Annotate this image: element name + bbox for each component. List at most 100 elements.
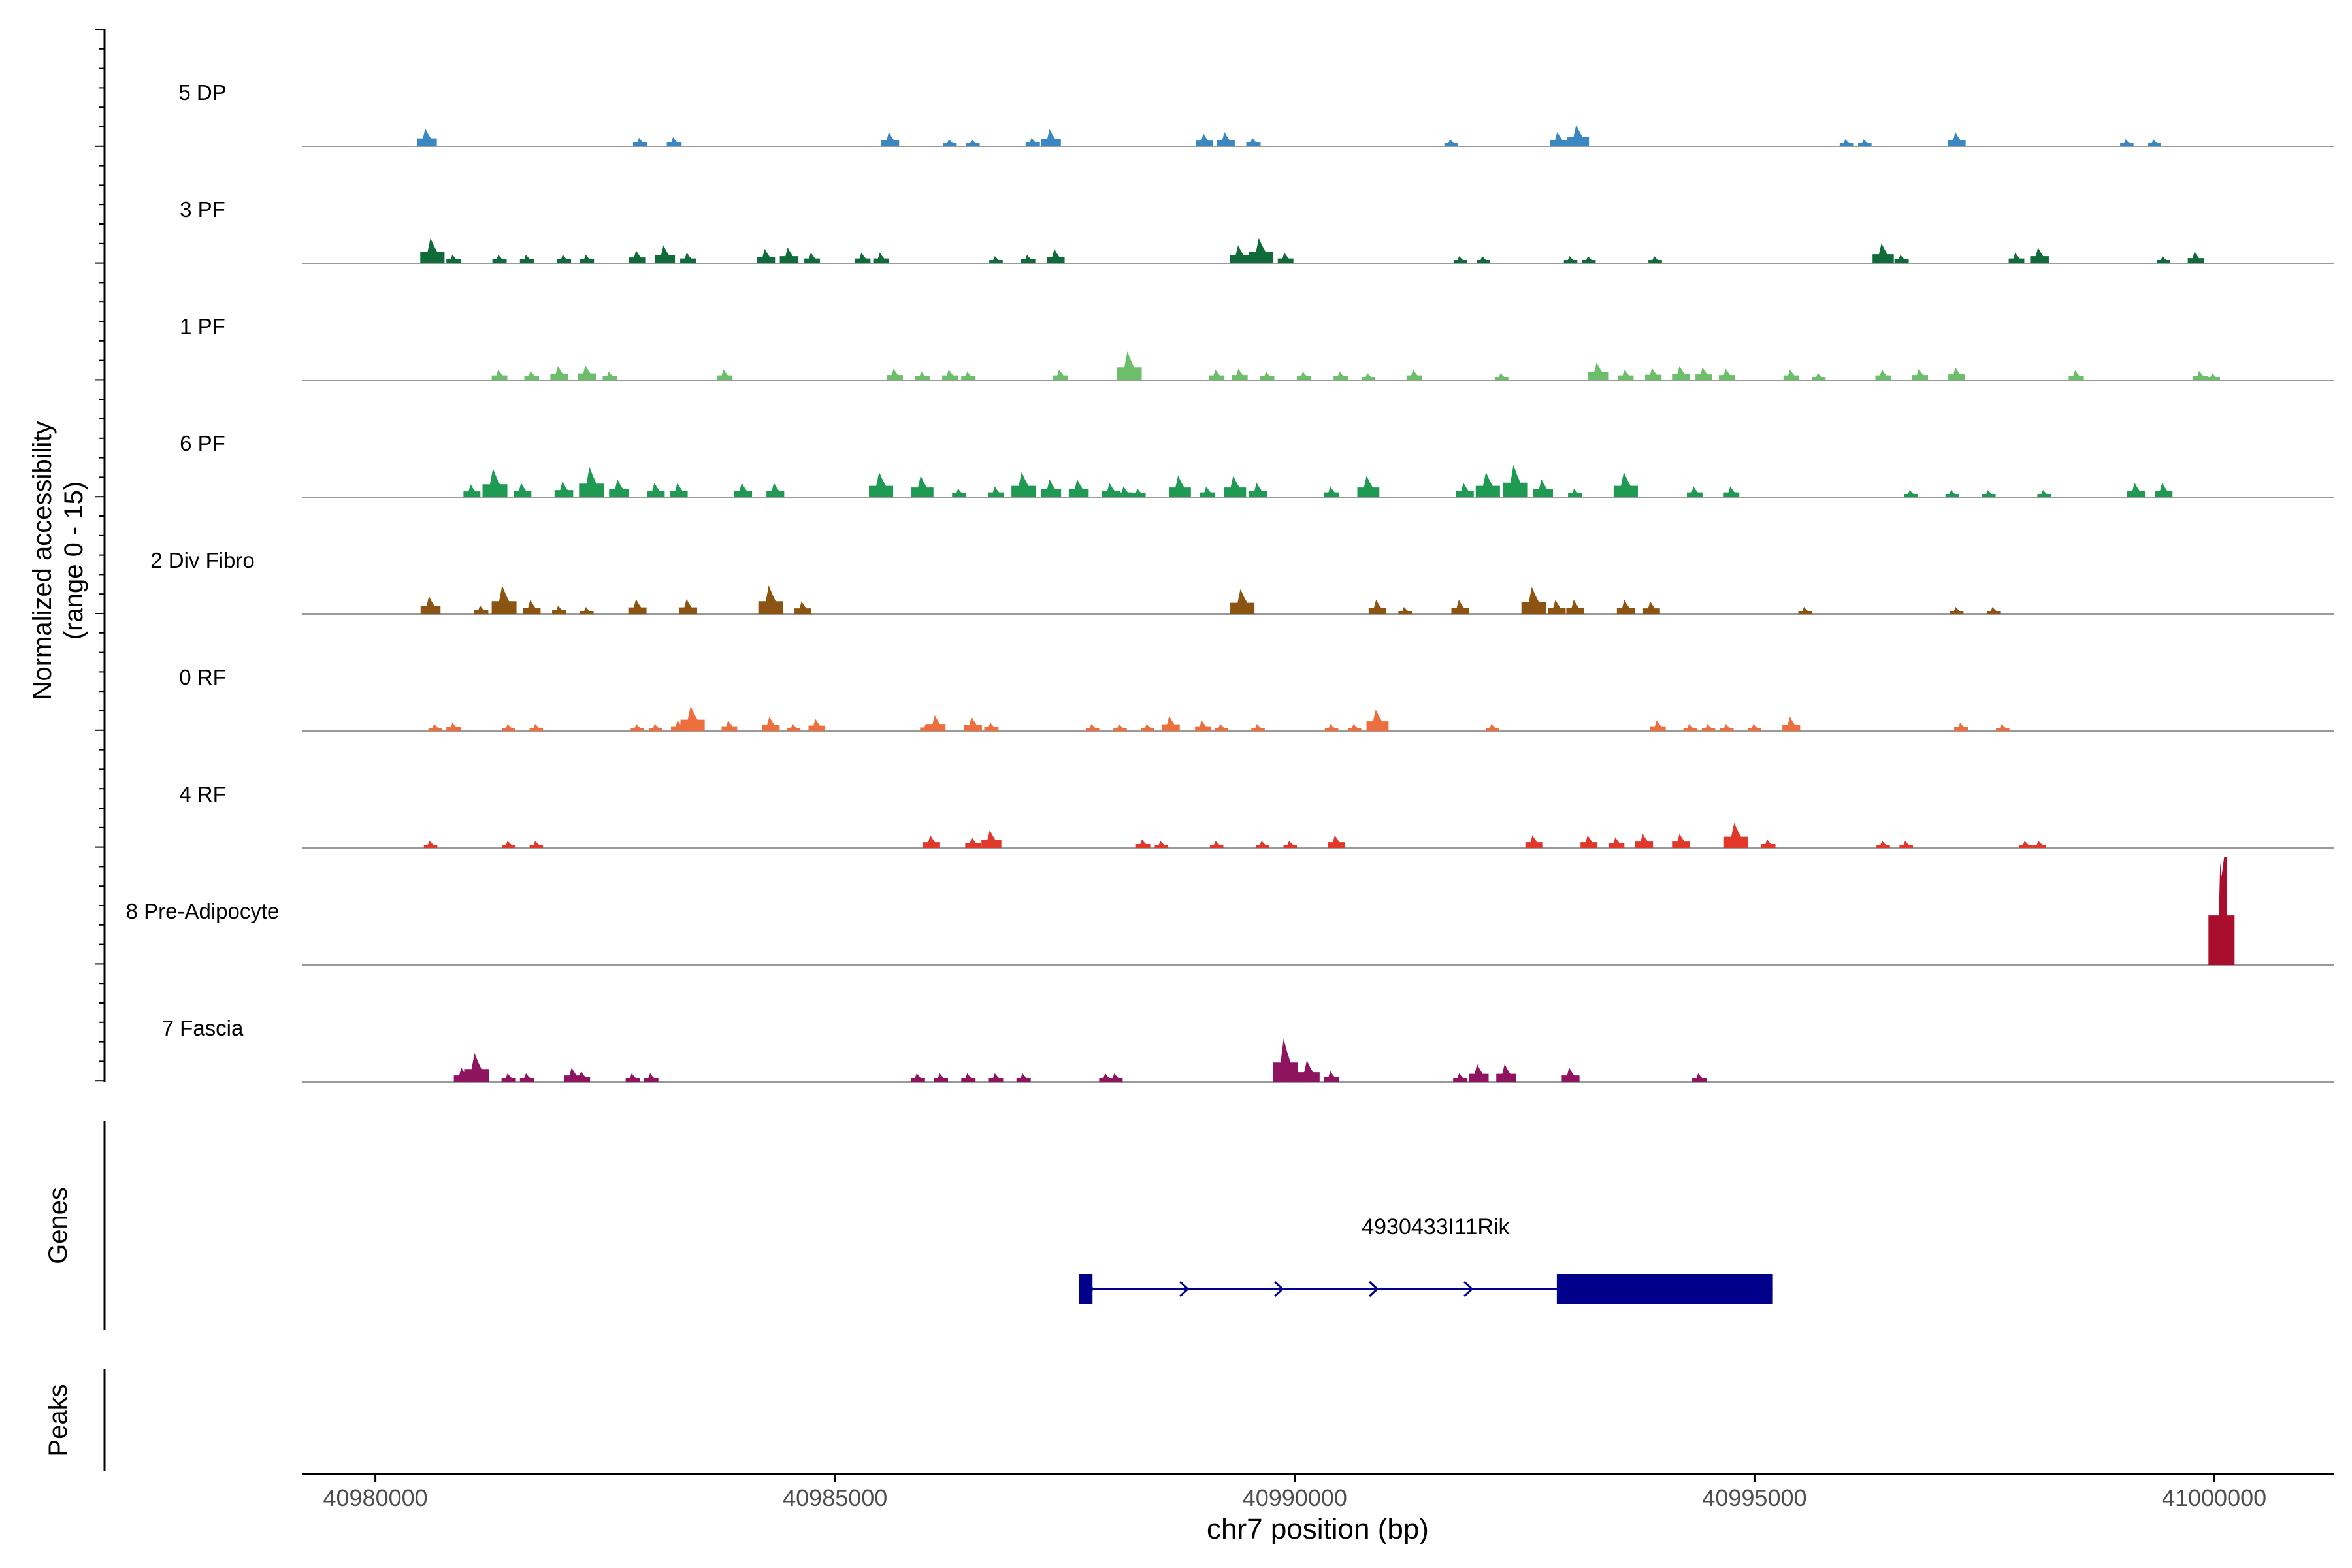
coverage-peak (1566, 600, 1584, 614)
coverage-peak (2193, 370, 2208, 380)
gene-model: 4930433I11Rik (1079, 1215, 1773, 1304)
track-label: 0 RF (179, 665, 226, 689)
coverage-peak (1256, 841, 1269, 848)
coverage-peak (1580, 835, 1598, 848)
coverage-peak (1912, 368, 1929, 380)
coverage-peak (1047, 249, 1065, 263)
coverage-peak (1812, 373, 1826, 380)
coverage-peak (804, 252, 820, 263)
coverage-peak (647, 483, 665, 497)
coverage-peak (464, 1053, 489, 1082)
coverage-peak (881, 132, 900, 146)
coverage-peak (1503, 465, 1528, 497)
coverage-peak (1782, 717, 1801, 731)
coverage-peak (1948, 132, 1966, 146)
coverage-peak (1131, 488, 1146, 497)
coverage-peak (1839, 139, 1854, 146)
gene-exon (1079, 1274, 1093, 1304)
coverage-peak (474, 605, 489, 614)
coverage-peak (794, 601, 811, 614)
coverage-peak (1135, 839, 1151, 848)
gene-name: 4930433I11Rik (1362, 1215, 1510, 1239)
track-7 (302, 823, 2334, 849)
coverage-peak (1444, 139, 1458, 146)
coverage-peak (1616, 600, 1635, 614)
coverage-peak (579, 466, 604, 497)
coverage-peak (1648, 256, 1662, 263)
coverage-peak (1366, 710, 1389, 731)
coverage-peak (1230, 245, 1250, 263)
coverage-peak (1550, 132, 1568, 146)
track-label: 7 Fascia (162, 1016, 244, 1040)
coverage-peak (915, 371, 930, 380)
coverage-peak (1196, 133, 1213, 146)
coverage-peak (1692, 1073, 1707, 1082)
coverage-peak (1368, 600, 1387, 614)
coverage-peak (1954, 722, 1969, 731)
coverage-peak (961, 1073, 976, 1082)
coverage-peak (552, 605, 566, 614)
x-tick-label: 40980000 (323, 1484, 427, 1511)
coverage-peak (446, 722, 461, 731)
y-axis-label-line2: (range 0 - 15) (59, 482, 88, 640)
coverage-peak (529, 724, 544, 731)
coverage-peak (762, 717, 780, 731)
coverage-peak (766, 483, 785, 497)
coverage-peak (1200, 486, 1216, 497)
coverage-peak (482, 468, 508, 497)
coverage-peak (1720, 724, 1734, 731)
coverage-peak (1251, 724, 1265, 731)
coverage-peak (529, 841, 544, 848)
coverage-peak (1041, 129, 1061, 146)
coverage-peak (1298, 1060, 1320, 1082)
coverage-peak (1451, 600, 1469, 614)
coverage-peak (655, 245, 676, 263)
coverage-peak (1232, 368, 1248, 380)
coverage-peak (1260, 371, 1275, 380)
genes-track: 4930433I11Rik (1079, 1215, 1773, 1304)
track-1 (302, 125, 2334, 147)
coverage-peak (602, 371, 617, 380)
coverage-peak (2019, 841, 2033, 848)
coverage-peak (1068, 479, 1089, 497)
coverage-peak (1683, 724, 1697, 731)
coverage-peak (1016, 1073, 1031, 1082)
coverage-peak (420, 596, 441, 614)
coverage-peak (1347, 724, 1362, 731)
coverage-peak (981, 830, 1002, 848)
coverage-peak (721, 720, 738, 731)
coverage-peak (1635, 834, 1654, 848)
coverage-peak (1021, 254, 1036, 263)
coverage-peak (2148, 139, 2161, 146)
coverage-peak (1011, 472, 1036, 497)
coverage-peak (961, 371, 976, 380)
coverage-peak (952, 488, 967, 497)
coverage-peak (491, 585, 517, 614)
x-axis-ticks: 40980000 40985000 40990000 40995000 41000000 (323, 1474, 2266, 1511)
coverage-peak (519, 254, 534, 263)
coverage-peak (1701, 724, 1716, 731)
coverage-peak (2127, 483, 2146, 497)
coverage-peak (1645, 368, 1662, 380)
coverage-peak (550, 366, 568, 380)
x-tick-label: 40990000 (1243, 1484, 1347, 1511)
coverage-peak (1548, 600, 1566, 614)
coverage-peak (1209, 369, 1225, 380)
coverage-peak (428, 724, 442, 731)
track-label: 8 Pre-Adipocyte (126, 899, 280, 923)
coverage-peak (717, 369, 733, 380)
coverage-peak (855, 252, 871, 263)
coverage-peak (1117, 351, 1142, 380)
coverage-peak (524, 370, 540, 380)
coverage-peak (2033, 841, 2046, 848)
coverage-peak (873, 252, 889, 263)
coverage-peak (2206, 373, 2220, 380)
coverage-peak (988, 486, 1004, 497)
coverage-peak (1154, 841, 1169, 848)
coverage-peak (923, 835, 940, 848)
coverage-peak (1277, 252, 1294, 263)
coverage-peak (1723, 823, 1748, 848)
track-label: 5 DP (178, 80, 226, 105)
coverage-peak (1041, 479, 1062, 497)
